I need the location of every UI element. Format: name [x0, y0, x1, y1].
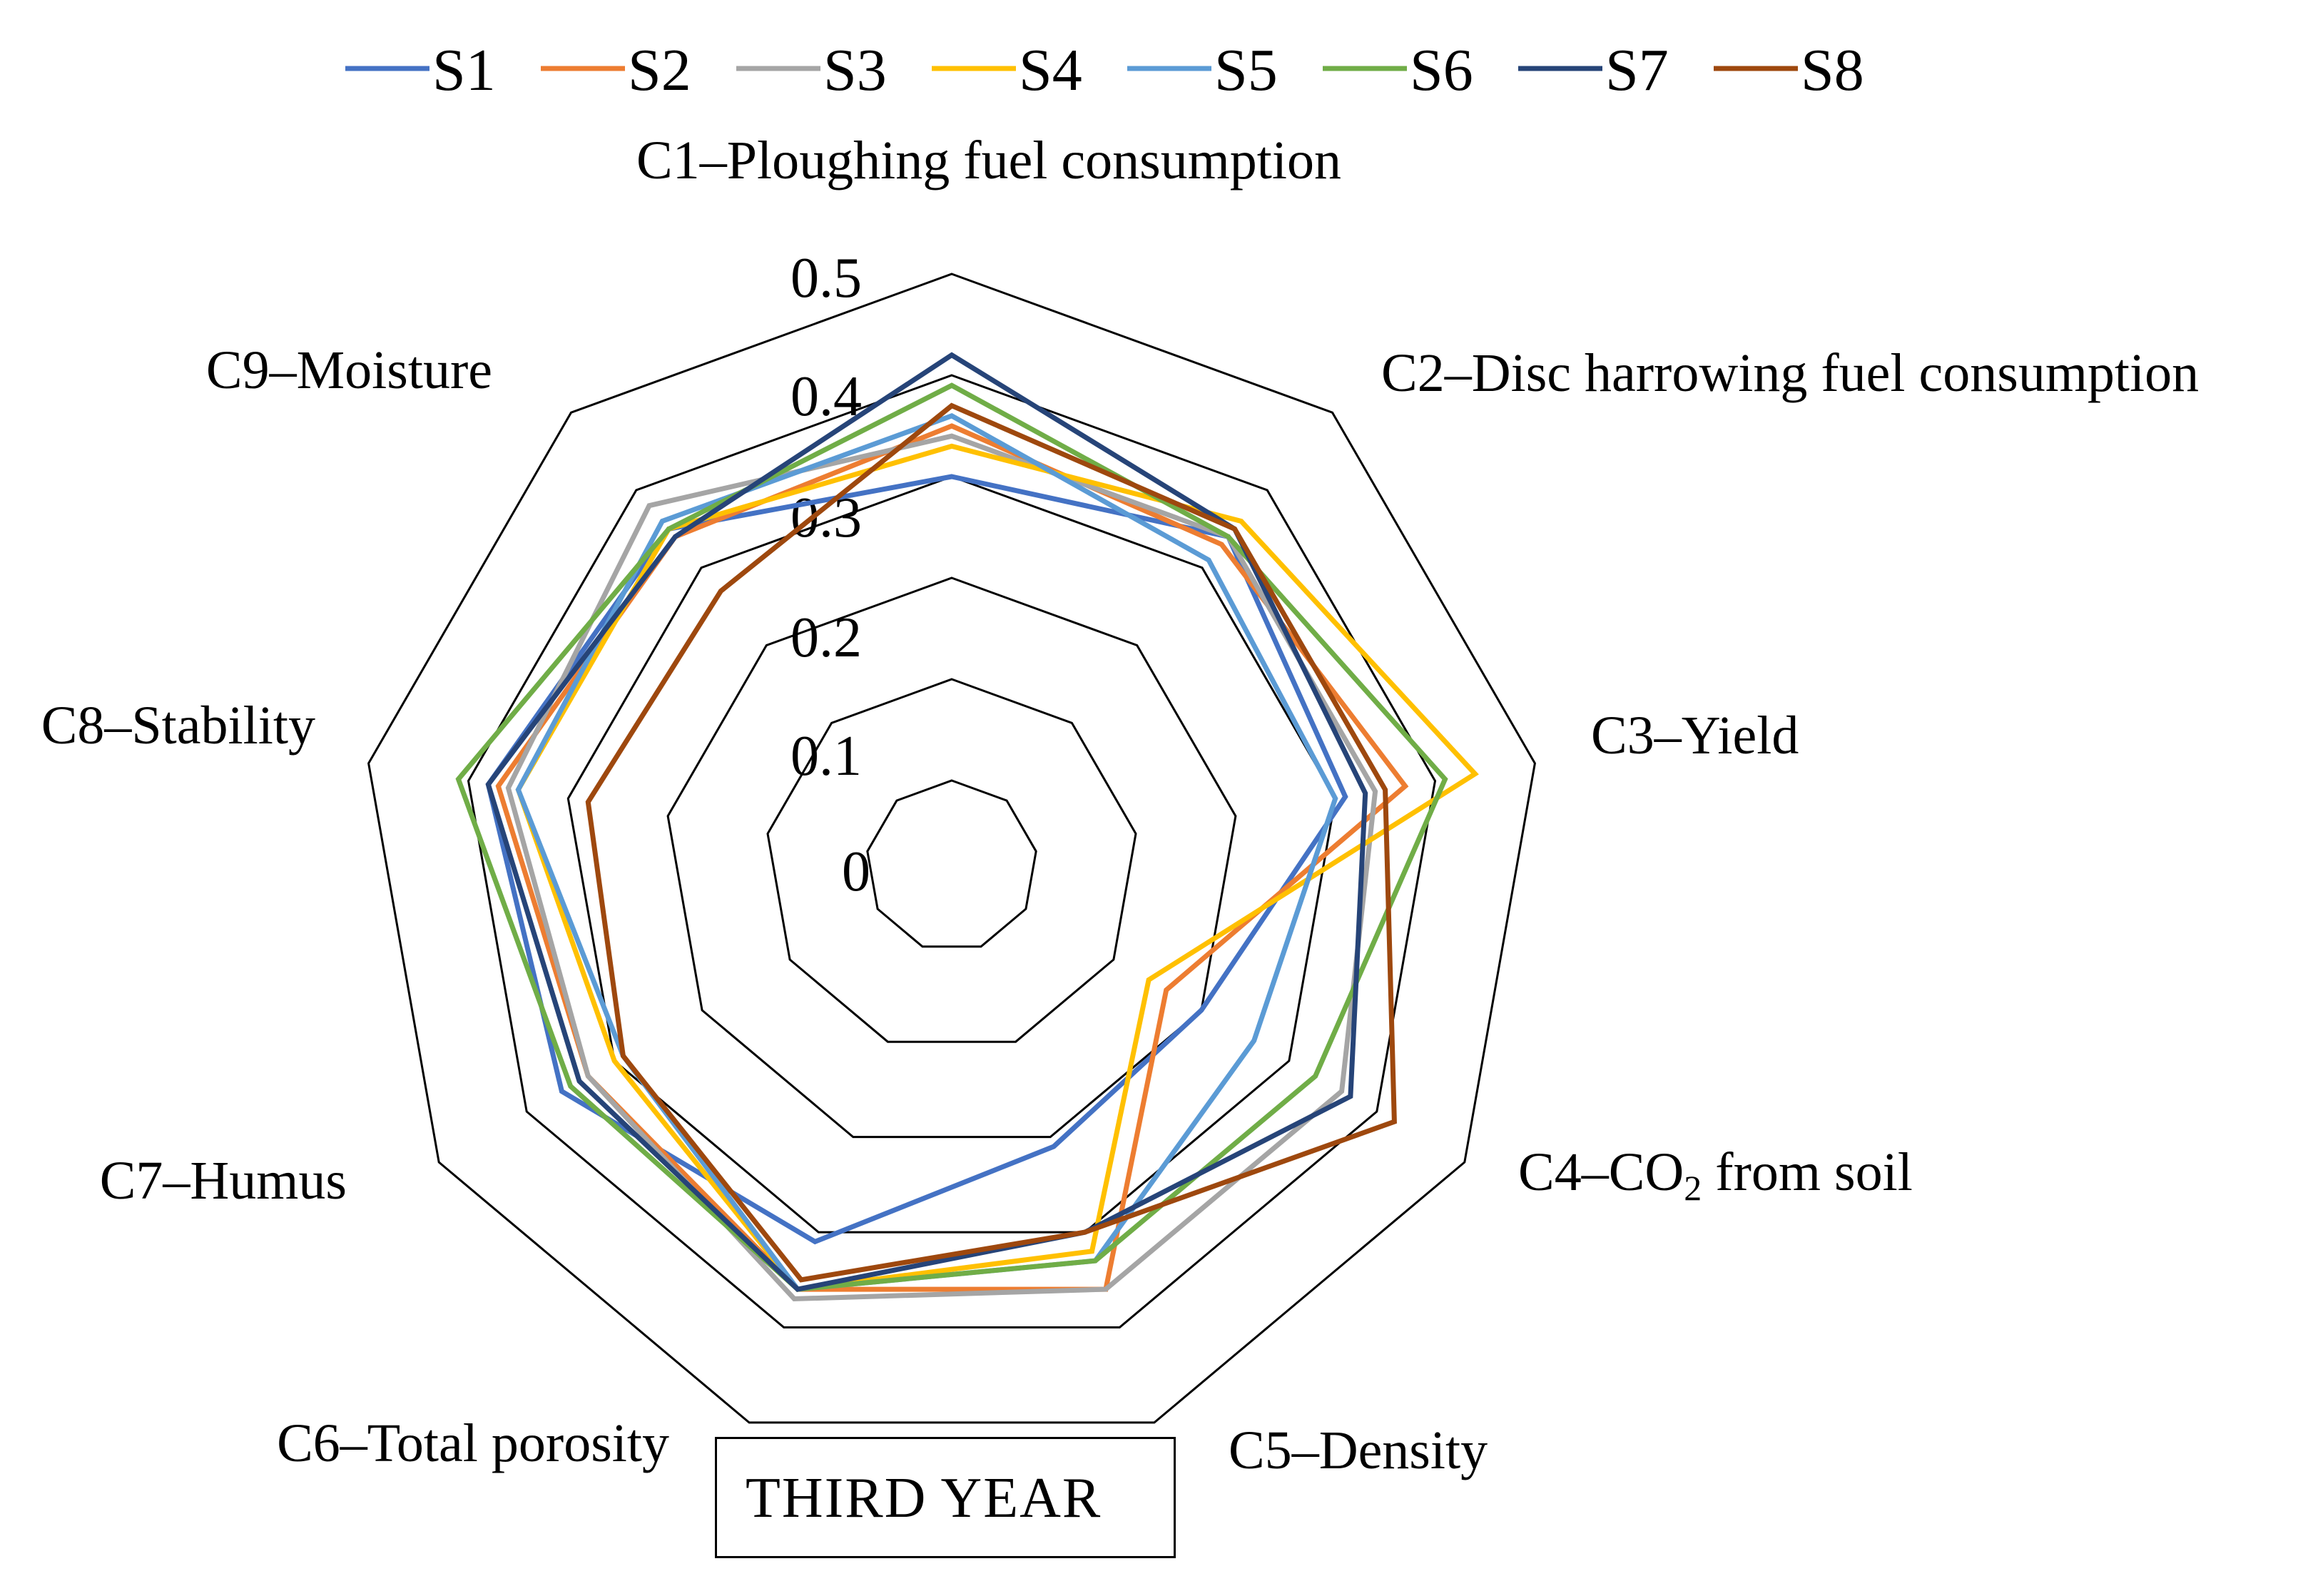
legend-label-s8: S8 — [1801, 37, 1864, 103]
axis-label-c4: C4–CO2 from soil — [1518, 1142, 1913, 1208]
tick-label-0.5: 0.5 — [790, 247, 862, 310]
radar-series — [455, 352, 1479, 1302]
axis-label-c1: C1–Ploughing fuel consumption — [636, 131, 1341, 190]
axis-label-c5: C5–Density — [1229, 1420, 1488, 1480]
axis-label-c2: C2–Disc harrowing fuel consumption — [1381, 343, 2199, 403]
axis-label-c4-sub: 2 — [1684, 1168, 1702, 1208]
axis-label-c9: C9–Moisture — [206, 340, 492, 400]
series-s4-line — [515, 443, 1479, 1292]
grid-ring-0.4 — [467, 374, 1437, 1328]
chart-title: THIRD YEAR — [746, 1467, 1102, 1530]
legend-label-s3: S3 — [823, 37, 887, 103]
legend-label-s6: S6 — [1410, 37, 1473, 103]
tick-label-0: 0 — [842, 840, 870, 903]
axis-label-c6: C6–Total porosity — [277, 1413, 669, 1473]
series-s8-line — [585, 402, 1397, 1283]
axis-label-c4-prefix: C4–CO — [1518, 1142, 1684, 1202]
series-s1-line — [485, 474, 1348, 1245]
axis-label-c3: C3–Yield — [1591, 706, 1799, 766]
series-s6-line — [455, 382, 1448, 1292]
legend-label-s2: S2 — [628, 37, 691, 103]
axis-label-c8: C8–Stability — [41, 696, 315, 756]
axis-labels: C1–Ploughing fuel consumption C2–Disc ha… — [41, 131, 2199, 1480]
radial-tick-labels: 0 0.1 0.2 0.3 0.4 0.5 — [790, 247, 870, 903]
grid-ring-0 — [866, 779, 1037, 948]
legend-label-s1: S1 — [432, 37, 496, 103]
tick-label-0.4: 0.4 — [790, 365, 862, 428]
axis-label-c7: C7–Humus — [100, 1151, 347, 1211]
tick-label-0.1: 0.1 — [790, 725, 862, 788]
legend: S1 S2 S3 S4 S5 S6 S7 S8 — [345, 37, 1864, 103]
series-s7-line — [485, 352, 1368, 1292]
chart-title-box: THIRD YEAR — [715, 1437, 1176, 1558]
grid-ring-0.2 — [666, 576, 1237, 1139]
grid-ring-0.5 — [367, 273, 1536, 1424]
tick-label-0.2: 0.2 — [790, 606, 862, 669]
grid-ring-0.3 — [566, 475, 1337, 1234]
radar-grid — [367, 273, 1536, 1424]
axis-label-c4-suffix: from soil — [1702, 1142, 1913, 1202]
grid-ring-0.1 — [766, 678, 1137, 1043]
legend-label-s5: S5 — [1214, 37, 1278, 103]
legend-label-s4: S4 — [1019, 37, 1082, 103]
legend-label-s7: S7 — [1605, 37, 1669, 103]
